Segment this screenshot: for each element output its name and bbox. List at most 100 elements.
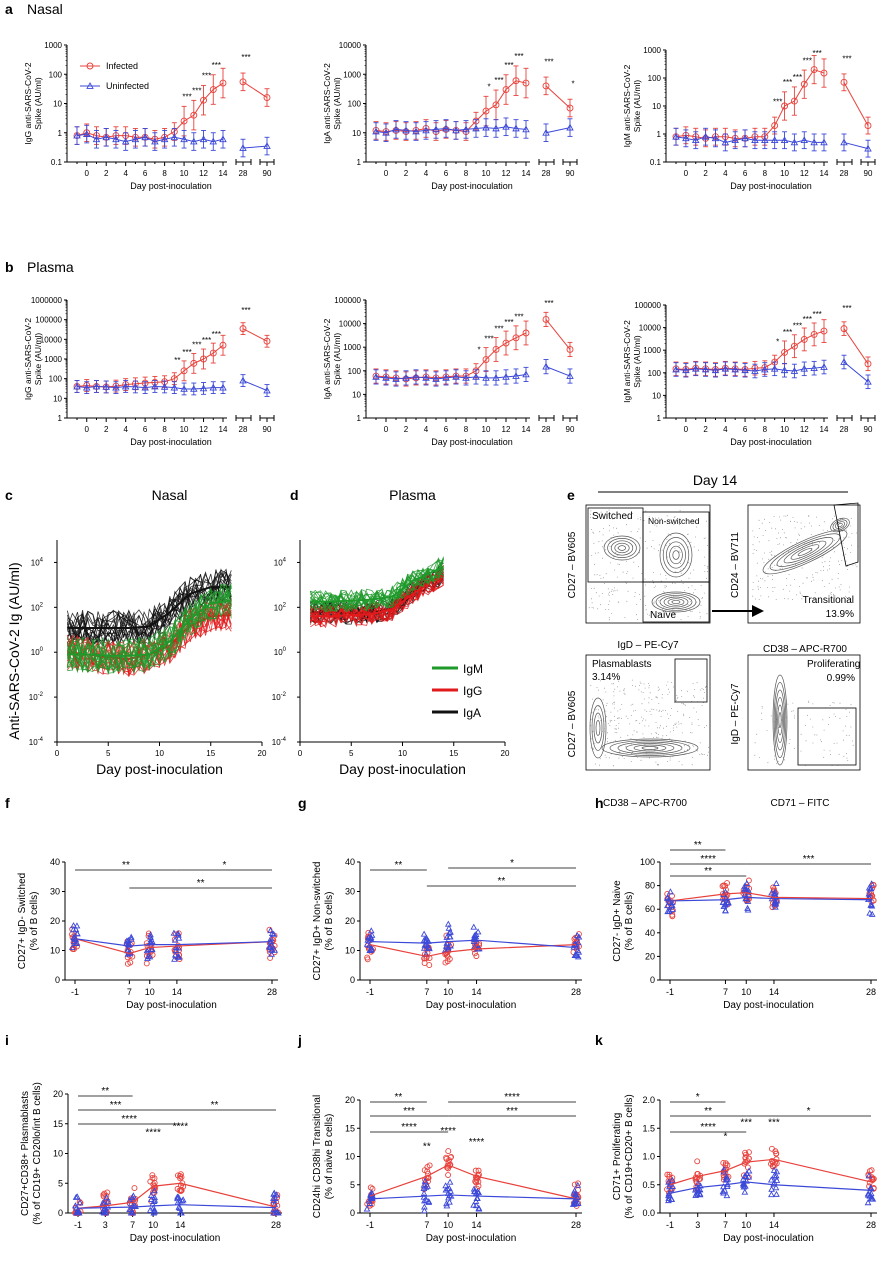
x-tick-label: 90: [864, 169, 873, 178]
significance-marker: ***: [192, 87, 201, 96]
data-point: [160, 135, 169, 143]
series-line-uninfected: [669, 896, 872, 902]
data-point: [267, 927, 274, 934]
x-tick-label: 10: [443, 987, 453, 997]
panel-letter-e: e: [567, 487, 575, 503]
data-point: [75, 1209, 83, 1216]
x-axis-label: Day post-inoculation: [730, 181, 812, 191]
flow-contour: [769, 533, 841, 571]
data-point: [73, 939, 81, 946]
y-tick-label: 30: [50, 887, 60, 897]
x-tick-label: 8: [464, 169, 469, 178]
data-point: [768, 1191, 775, 1198]
x-tick-label: 12: [502, 425, 511, 434]
flow-contour: [830, 517, 850, 533]
significance-marker: ***: [212, 61, 221, 70]
x-tick-label: 28: [267, 987, 277, 997]
arrow-icon: [752, 605, 764, 617]
data-point: [731, 136, 739, 144]
data-point: [127, 933, 135, 940]
data-point: [694, 1179, 702, 1187]
flow-contour: [663, 596, 689, 608]
significance-marker: ***: [544, 57, 553, 66]
data-point: [452, 126, 460, 134]
x-tick-label: 5: [349, 749, 354, 758]
y-axis-label-line2: (% of CD19+ CD20lo/int B cells): [32, 1082, 43, 1225]
data-point: [239, 376, 247, 384]
data-point: [691, 364, 700, 372]
y-tick-label: 40: [345, 857, 355, 867]
y-tick-exponent: 4: [40, 557, 44, 563]
x-tick-label: 12: [800, 425, 809, 434]
data-point: [711, 134, 720, 142]
flow-contour: [589, 697, 607, 759]
flow-plot-cd24-cd38: Transitional 13.9%: [747, 502, 861, 624]
series-line-infected: [669, 892, 872, 902]
chart-panel-a3: 0.1 1 10 100 1000 0 2 4 6 8 10 12 14 28 90 Day post-ino…: [622, 46, 876, 191]
data-point: [665, 1197, 672, 1204]
y-tick-label: 10: [652, 391, 661, 400]
x-tick-label: 8: [162, 425, 167, 434]
data-point: [177, 1209, 184, 1216]
y-tick-label: 10-4: [29, 737, 44, 747]
x-tick-label: 20: [258, 749, 267, 758]
data-point: [566, 346, 574, 353]
data-point: [68, 943, 76, 951]
y-axis-label-line2: Spike (AU/ml): [332, 333, 342, 386]
data-point: [864, 360, 872, 368]
flow-plot-frame: [585, 504, 711, 624]
data-point: [820, 363, 828, 370]
significance-marker: ****: [121, 1114, 137, 1125]
data-point: [691, 1186, 699, 1193]
data-point: [868, 902, 876, 909]
data-point: [473, 953, 480, 960]
data-point: [444, 1185, 451, 1192]
significance-marker: ****: [504, 1092, 520, 1103]
panel-letter-g: g: [298, 795, 307, 811]
legend-label-IgM: IgM: [463, 662, 483, 676]
x-tick-label: 28: [571, 1220, 581, 1230]
y-tick-label: 30: [345, 887, 355, 897]
x-tick-label: 14: [472, 1220, 482, 1230]
flow-events: [754, 700, 854, 766]
data-point: [422, 373, 430, 381]
data-point: [751, 367, 759, 374]
data-point: [522, 125, 530, 133]
flow-contour: [601, 738, 699, 758]
data-point: [172, 946, 180, 953]
data-point: [482, 107, 490, 115]
data-point: [363, 940, 371, 947]
y-tick-label: 20: [53, 1089, 63, 1099]
data-point: [868, 910, 876, 917]
x-tick-label: -1: [366, 987, 374, 997]
chart-panel-a: 0.1 1 10 100 1000 0 2 4 6 8 10 12 14 28 90 Day post-ino…: [23, 41, 275, 191]
x-tick-label: 0: [384, 425, 389, 434]
data-point: [402, 126, 410, 134]
x-tick-label: 8: [162, 169, 167, 178]
data-point: [426, 962, 433, 969]
data-point: [800, 80, 808, 88]
data-point: [268, 929, 276, 937]
x-tick-label: -1: [74, 1220, 82, 1230]
significance-marker: *: [571, 79, 574, 88]
significance-marker: *: [510, 858, 514, 869]
y-axis-label-line1: IgA anti-SARS-CoV-2: [322, 318, 332, 399]
x-axis-label: Day post-inoculation: [730, 437, 812, 447]
data-point: [444, 920, 452, 927]
data-point: [104, 1198, 112, 1205]
data-point: [421, 1207, 428, 1214]
flow-contour: [618, 545, 626, 551]
flow-contour: [659, 532, 693, 578]
y-tick-exponent: -4: [281, 737, 287, 743]
data-point: [502, 86, 510, 93]
data-point: [773, 1150, 780, 1157]
data-point: [865, 1171, 872, 1178]
flow-contour: [609, 740, 691, 756]
chart-panel-b3: 1 10 100 1000 10000 100000 0 2 4 6 8 10 12 14 28 90 Day …: [622, 301, 876, 447]
flow-contour: [625, 743, 675, 753]
data-point: [492, 101, 500, 109]
y-tick-label: 1000: [343, 70, 361, 79]
data-point: [367, 946, 375, 953]
chart-panel-i: 0 5 10 15 20 -1 3 7 10 14 28 Day post-inoculation CD…: [20, 1082, 282, 1244]
